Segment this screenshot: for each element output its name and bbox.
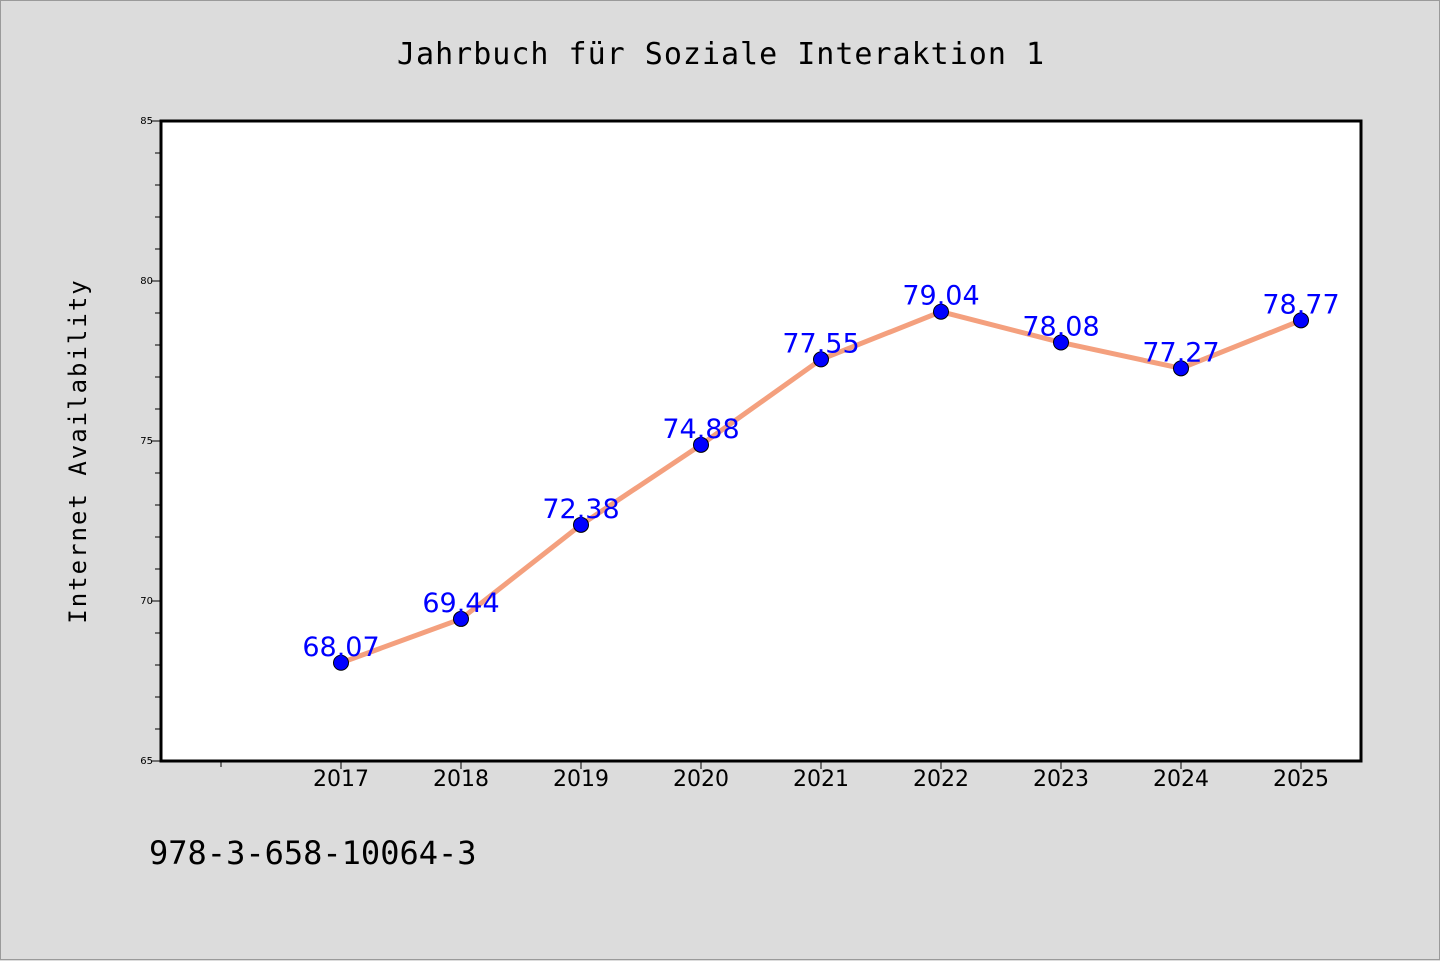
data-point	[1053, 334, 1069, 351]
data-label: 77.55	[782, 328, 859, 359]
chart-title: Jahrbuch für Soziale Interaktion 1	[397, 37, 1045, 72]
data-point	[813, 351, 829, 368]
series-layer: 68.07 69.44 72.38 74.88 77.55 79.04 78.08 77.27…	[302, 281, 1340, 671]
data-label: 68.07	[302, 632, 379, 663]
data-point	[333, 654, 349, 671]
y-tick-label: 65	[140, 756, 153, 767]
data-label: 72.38	[542, 494, 619, 525]
data-point	[693, 436, 709, 453]
data-label: 74.88	[662, 414, 739, 445]
x-tick-label: 2023	[1033, 767, 1089, 792]
data-label: 69.44	[422, 588, 499, 619]
x-tick-label: 2019	[553, 767, 609, 792]
data-label: 77.27	[1142, 337, 1219, 368]
data-point	[1293, 312, 1309, 329]
y-tick-label: 80	[140, 276, 153, 287]
y-axis-ticks: 65 70 75 80 85	[140, 116, 161, 767]
x-tick-label: 2025	[1273, 767, 1329, 792]
x-tick-label: 2020	[673, 767, 729, 792]
data-label: 78.08	[1022, 311, 1099, 342]
y-tick-label: 85	[140, 116, 153, 127]
data-label: 78.77	[1262, 289, 1339, 320]
x-axis-ticks: 2017 2018 2019 2020 2021 2022 2023 2024 2025	[220, 761, 1329, 792]
data-point	[933, 303, 949, 320]
y-axis-label: Internet Availability	[64, 278, 92, 623]
data-point	[453, 610, 469, 627]
x-tick-label: 2024	[1153, 767, 1209, 792]
x-tick-label: 2021	[793, 767, 849, 792]
x-tick-label: 2022	[913, 767, 969, 792]
x-tick-label: 2017	[313, 767, 369, 792]
data-label: 79.04	[902, 281, 979, 312]
x-tick-label: 2018	[433, 767, 489, 792]
y-tick-label: 70	[140, 596, 153, 607]
data-point	[1173, 360, 1189, 377]
isbn-annotation: 978-3-658-10064-3	[149, 834, 477, 872]
y-tick-label: 75	[140, 436, 153, 447]
data-point	[573, 516, 589, 533]
